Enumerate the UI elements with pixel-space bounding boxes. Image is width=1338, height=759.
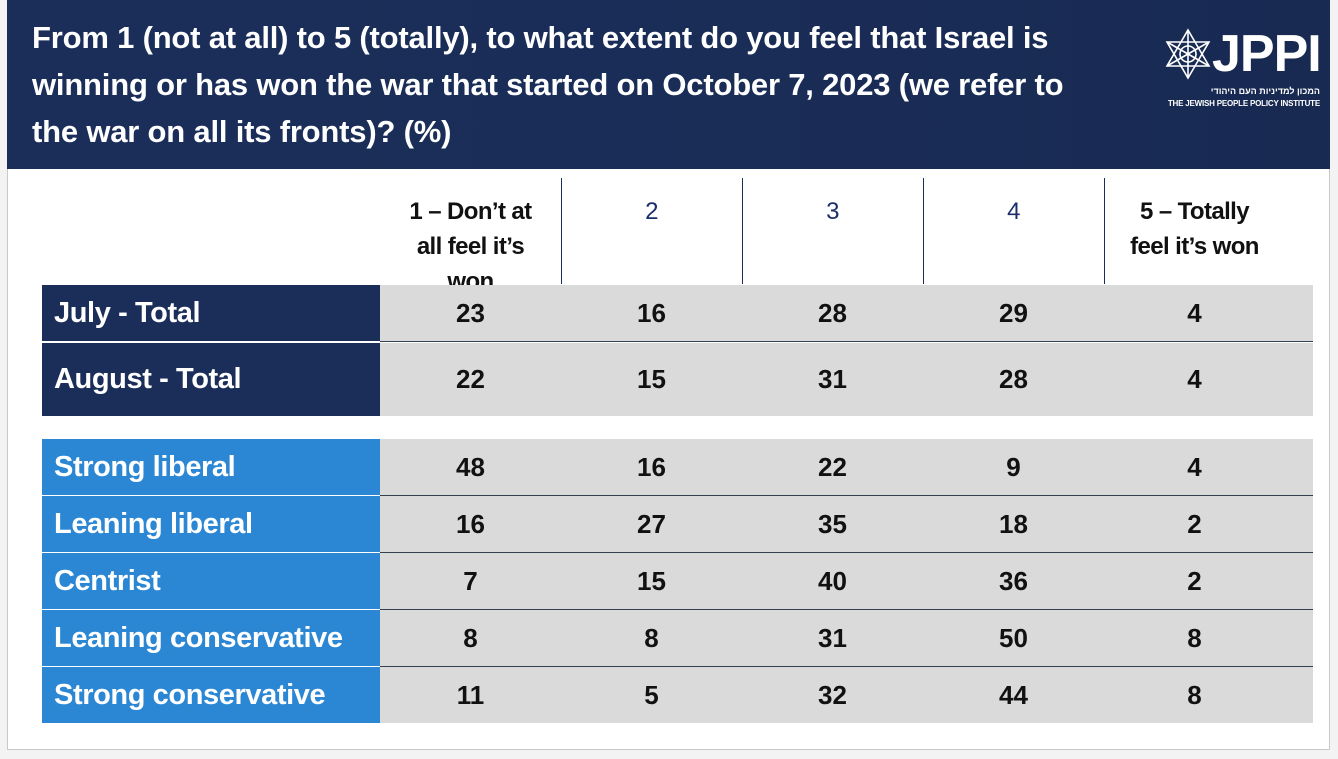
table-cell: 18 bbox=[999, 508, 1028, 539]
row-cells: 23 16 28 29 4 bbox=[380, 285, 1313, 341]
column-separator bbox=[923, 178, 924, 284]
row-label: August - Total bbox=[42, 343, 380, 416]
column-header-3: 3 bbox=[826, 198, 839, 225]
table-cell: 48 bbox=[456, 451, 485, 482]
row-label: Leaning liberal bbox=[42, 496, 380, 552]
row-cells: 8 8 31 50 8 bbox=[380, 610, 1313, 666]
table-row: Leaning liberal 16 27 35 18 2 bbox=[42, 496, 1313, 552]
chart-title: From 1 (not at all) to 5 (totally), to w… bbox=[32, 20, 1064, 149]
table-row: Strong liberal 48 16 22 9 4 bbox=[42, 439, 1313, 495]
table-row: August - Total 22 15 31 28 4 bbox=[42, 343, 1313, 416]
table-cell: 8 bbox=[1187, 622, 1202, 653]
table-row: Centrist 7 15 40 36 2 bbox=[42, 553, 1313, 609]
row-divider bbox=[380, 609, 1313, 610]
row-cells: 16 27 35 18 2 bbox=[380, 496, 1313, 552]
table-row: Strong conservative 11 5 32 44 8 bbox=[42, 667, 1313, 723]
table-cell: 15 bbox=[637, 565, 666, 596]
table-cell: 4 bbox=[1187, 451, 1202, 482]
table-cell: 27 bbox=[637, 508, 666, 539]
table-cell: 32 bbox=[818, 679, 847, 710]
table-cell: 31 bbox=[818, 622, 847, 653]
row-label: Leaning conservative bbox=[42, 610, 380, 666]
table-cell: 23 bbox=[456, 297, 485, 328]
table-row: July - Total 23 16 28 29 4 bbox=[42, 285, 1313, 341]
table-cell: 8 bbox=[1187, 679, 1202, 710]
row-label: Strong liberal bbox=[42, 439, 380, 495]
row-divider bbox=[380, 495, 1313, 496]
column-header-4: 4 bbox=[1007, 198, 1020, 225]
table-cell: 28 bbox=[999, 364, 1028, 394]
table-cell: 7 bbox=[463, 565, 478, 596]
table-cell: 4 bbox=[1187, 297, 1202, 328]
logo-hebrew-text: המכון למדיניות העם היהודי bbox=[1210, 86, 1320, 96]
table-cell: 2 bbox=[1187, 508, 1202, 539]
table-cell: 40 bbox=[818, 565, 847, 596]
row-cells: 7 15 40 36 2 bbox=[380, 553, 1313, 609]
table-cell: 15 bbox=[637, 364, 666, 394]
row-divider bbox=[380, 552, 1313, 553]
row-divider bbox=[380, 341, 1313, 342]
star-of-david-icon bbox=[1165, 28, 1211, 80]
column-separator bbox=[561, 178, 562, 284]
row-divider bbox=[380, 666, 1313, 667]
table-cell: 5 bbox=[644, 679, 659, 710]
logo-text: JPPI bbox=[1212, 25, 1322, 83]
table-cell: 22 bbox=[456, 364, 485, 394]
table-cell: 16 bbox=[637, 451, 666, 482]
row-cells: 22 15 31 28 4 bbox=[380, 343, 1313, 416]
row-cells: 11 5 32 44 8 bbox=[380, 667, 1313, 723]
table-cell: 16 bbox=[637, 297, 666, 328]
row-cells: 48 16 22 9 4 bbox=[380, 439, 1313, 495]
table-cell: 2 bbox=[1187, 565, 1202, 596]
column-header-1: 1 – Don’t at all feel it’s won bbox=[409, 198, 532, 295]
header-banner: From 1 (not at all) to 5 (totally), to w… bbox=[7, 0, 1330, 169]
table-cell: 8 bbox=[644, 622, 659, 653]
column-separator bbox=[742, 178, 743, 284]
table-cell: 29 bbox=[999, 297, 1028, 328]
table-cell: 44 bbox=[999, 679, 1028, 710]
column-separator bbox=[1104, 178, 1105, 284]
table-cell: 8 bbox=[463, 622, 478, 653]
jppi-logo: JPPI המכון למדיניות העם היהודי THE JEWIS… bbox=[1160, 25, 1322, 116]
column-header-5: 5 – Totally feel it’s won bbox=[1130, 198, 1259, 260]
table-cell: 16 bbox=[456, 508, 485, 539]
logo-subtitle: THE JEWISH PEOPLE POLICY INSTITUTE bbox=[1167, 99, 1320, 108]
table-cell: 4 bbox=[1187, 364, 1202, 394]
table-cell: 35 bbox=[818, 508, 847, 539]
table-cell: 50 bbox=[999, 622, 1028, 653]
row-label: July - Total bbox=[42, 285, 380, 341]
table-cell: 31 bbox=[818, 364, 847, 394]
table-cell: 36 bbox=[999, 565, 1028, 596]
column-header-2: 2 bbox=[645, 198, 658, 225]
table-cell: 22 bbox=[818, 451, 847, 482]
table-cell: 11 bbox=[456, 679, 485, 710]
row-label: Strong conservative bbox=[42, 667, 380, 723]
row-label: Centrist bbox=[42, 553, 380, 609]
table-cell: 28 bbox=[818, 297, 847, 328]
table-row: Leaning conservative 8 8 31 50 8 bbox=[42, 610, 1313, 666]
table-cell: 9 bbox=[1006, 451, 1021, 482]
